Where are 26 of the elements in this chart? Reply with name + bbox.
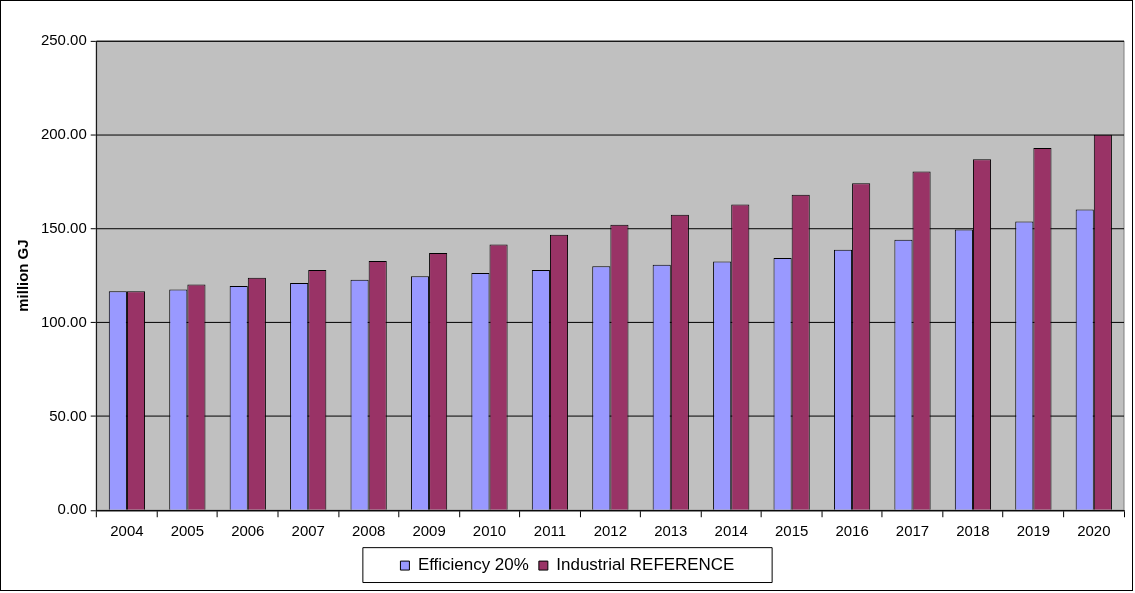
x-tick-label: 2018: [956, 522, 990, 540]
y-tick-label: 0.00: [57, 500, 87, 518]
y-axis-title: million GJ: [14, 239, 32, 312]
x-tick-label: 2014: [714, 522, 748, 540]
x-tick-label: 2020: [1077, 522, 1111, 540]
x-tick-label: 2004: [110, 522, 144, 540]
y-tick-label: 100.00: [40, 312, 87, 330]
x-tick-label: 2013: [654, 522, 688, 540]
x-tick-label: 2007: [291, 522, 325, 540]
legend-label: Efficiency 20%: [417, 555, 529, 575]
x-tick-label: 2016: [835, 522, 869, 540]
y-tick-label: 50.00: [49, 406, 87, 424]
x-tick-label: 2015: [775, 522, 809, 540]
x-tick-label: 2005: [170, 522, 204, 540]
x-tick-label: 2006: [231, 522, 265, 540]
x-tick-label: 2009: [412, 522, 446, 540]
y-tick-label: 200.00: [40, 124, 87, 142]
y-tick-label: 150.00: [40, 218, 87, 236]
x-tick-label: 2017: [895, 522, 930, 540]
x-tick-label: 2008: [352, 522, 386, 540]
x-tick-label: 2010: [472, 522, 507, 540]
x-tick-label: 2012: [593, 522, 628, 540]
y-tick-label: 250.00: [40, 31, 87, 48]
x-tick-label: 2011: [533, 522, 567, 540]
legend-label: Industrial REFERENCE: [556, 555, 735, 575]
x-tick-label: 2019: [1016, 522, 1051, 540]
